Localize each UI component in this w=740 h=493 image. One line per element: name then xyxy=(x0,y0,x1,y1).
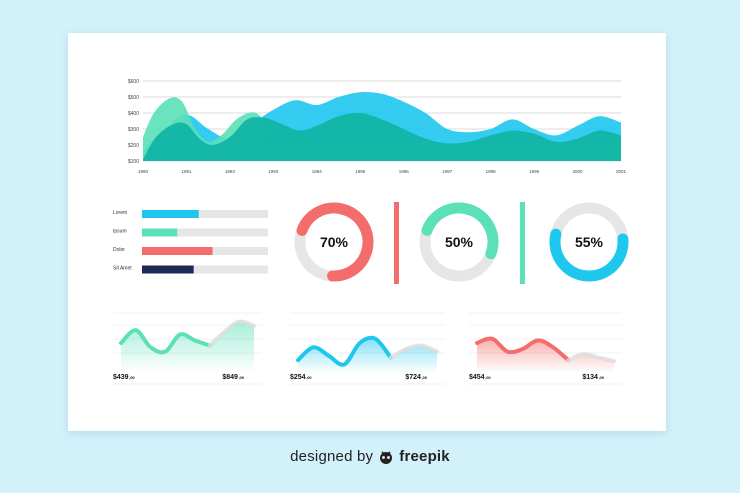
area-x-tick-label: 1993 xyxy=(268,169,279,174)
credit-brand: freepik xyxy=(399,448,450,465)
mini-line xyxy=(119,328,212,355)
mini-line xyxy=(296,335,393,367)
area-x-tick-label: 1999 xyxy=(529,169,540,174)
area-y-tick-label: $300 xyxy=(128,127,139,133)
area-x-tick-label: 1991 xyxy=(181,169,192,174)
bar xyxy=(142,247,213,255)
mini-chart-3: $454,00 $134,00 xyxy=(469,312,622,385)
gauge-arc xyxy=(549,202,629,282)
bar-track xyxy=(142,228,268,237)
mini-chart-1: $439,00 $849,00 xyxy=(113,312,262,385)
gauge-value-label: 50% xyxy=(445,234,474,250)
mini-area xyxy=(298,337,437,373)
area-x-tick-label: 1993 xyxy=(225,169,236,174)
bar-track xyxy=(142,265,268,274)
mini-max-suffix: ,00 xyxy=(598,375,604,380)
area-y-tick-label: $100 xyxy=(128,159,139,165)
mini-max-label: $134,00 xyxy=(582,374,604,381)
mini-line-faded xyxy=(388,343,439,360)
area-y-tick-label: $600 xyxy=(128,79,139,85)
mini-max-suffix: ,00 xyxy=(421,375,427,380)
area-x-tick-label: 1998 xyxy=(486,169,497,174)
bar-category-label: Dolor xyxy=(113,247,125,253)
bar xyxy=(142,265,194,274)
gauge-row: 70% 50% 55% xyxy=(294,202,629,284)
horizontal-bar-chart: Lorem Ipsum Dolor Sit Amet xyxy=(113,210,268,274)
credit-prefix: designed by xyxy=(290,448,374,465)
gauge-value-label: 70% xyxy=(320,234,349,250)
mini-max-label: $849,00 xyxy=(222,374,244,381)
gauge-value-label: 55% xyxy=(575,234,604,250)
area-x-tick-label: 1997 xyxy=(442,169,453,174)
area-series-3 xyxy=(143,112,621,161)
area-y-tick-label: $500 xyxy=(128,95,139,101)
area-x-tick-label: 1990 xyxy=(138,169,149,174)
mini-max-label: $724,00 xyxy=(405,374,427,381)
credit-line: designed by freepik xyxy=(0,448,740,465)
area-chart: $100 $200 $300 $400 $500 $600 1990 1991 1993 1993… xyxy=(128,79,627,174)
bar xyxy=(142,210,199,218)
area-y-tick-label: $200 xyxy=(128,143,139,149)
dashboard-card: $100 $200 $300 $400 $500 $600 1990 1991 1993 1993… xyxy=(68,33,666,431)
dashboard-svg: $100 $200 $300 $400 $500 $600 1990 1991 1993 1993… xyxy=(113,79,629,385)
gauge-separator xyxy=(394,202,399,284)
bar-category-label: Ipsum xyxy=(113,229,127,235)
area-x-tick-label: 2000 xyxy=(573,169,584,174)
bar-category-label: Sit Amet xyxy=(113,266,132,272)
mini-min-label: $254,00 xyxy=(290,374,312,381)
freepik-logo-icon xyxy=(380,450,393,464)
bar-category-label: Lorem xyxy=(113,210,127,216)
area-x-tick-label: 2001 xyxy=(616,169,627,174)
gauge-arc xyxy=(419,202,499,282)
mini-min-suffix: ,00 xyxy=(306,375,312,380)
mini-line-faded xyxy=(207,319,256,348)
gauge-arc xyxy=(294,202,374,282)
area-x-tick-label: 1996 xyxy=(399,169,410,174)
mini-line-faded xyxy=(566,352,616,363)
bar-track xyxy=(142,210,268,218)
gauge-separator xyxy=(520,202,525,284)
area-x-tick-label: 1995 xyxy=(355,169,366,174)
mini-area xyxy=(477,338,614,373)
mini-area xyxy=(121,321,254,373)
mini-line xyxy=(475,336,571,363)
area-y-tick-label: $400 xyxy=(128,111,139,117)
area-x-tick-label: 1994 xyxy=(312,169,323,174)
mini-max-suffix: ,00 xyxy=(238,375,244,380)
mini-min-label: $454,00 xyxy=(469,374,491,381)
mini-min-suffix: ,00 xyxy=(129,375,135,380)
mini-min-label: $439,00 xyxy=(113,374,135,381)
mini-chart-2: $254,00 $724,00 xyxy=(290,312,445,385)
mini-min-suffix: ,00 xyxy=(485,375,491,380)
bar xyxy=(142,228,178,237)
